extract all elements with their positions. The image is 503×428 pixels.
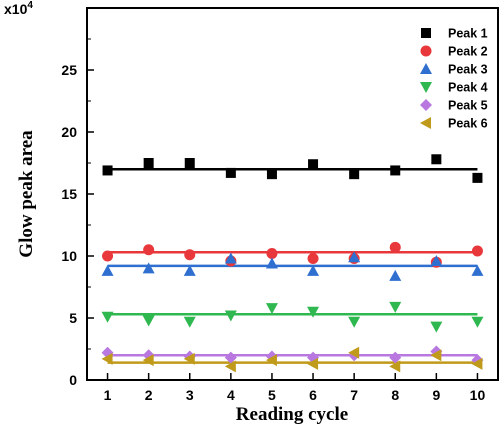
fit-lines xyxy=(107,167,478,364)
x-tick-label: 1 xyxy=(104,387,112,403)
x-axis: 1 2 3 4 5 6 7 8 9 10 xyxy=(104,373,486,403)
data-point xyxy=(224,252,237,264)
y-axis-title: Glow peak area xyxy=(16,130,37,258)
x-tick-label: 6 xyxy=(309,387,317,403)
data-point xyxy=(348,346,360,359)
y-tick-label: 25 xyxy=(61,62,77,78)
legend-label: Peak 6 xyxy=(448,117,488,131)
y-tick-label: 0 xyxy=(69,372,77,388)
data-point xyxy=(101,352,113,365)
data-point xyxy=(101,264,114,276)
data-point xyxy=(225,167,236,178)
data-point xyxy=(472,172,483,183)
data-point xyxy=(183,352,195,365)
data-point xyxy=(143,158,154,168)
y-tick-label: 5 xyxy=(69,310,77,326)
data-point xyxy=(265,354,277,367)
x-tick-label: 2 xyxy=(145,387,153,403)
data-point xyxy=(471,264,484,276)
data-point xyxy=(143,244,155,256)
data-point xyxy=(390,165,401,176)
x-tick-label: 4 xyxy=(227,387,235,403)
data-point xyxy=(471,245,483,257)
data-point xyxy=(389,241,401,253)
data-point xyxy=(389,360,401,373)
data-point xyxy=(389,269,402,281)
y-axis: 0 5 10 15 20 25 xyxy=(61,38,94,388)
data-point xyxy=(184,249,196,261)
x-tick-label: 7 xyxy=(350,387,358,403)
data-point xyxy=(224,360,236,373)
legend-marker xyxy=(420,45,432,57)
data-point xyxy=(430,349,442,362)
data-point xyxy=(265,257,278,269)
data-point xyxy=(471,357,483,370)
y-tick-label: 10 xyxy=(61,248,77,264)
data-point xyxy=(224,310,237,322)
legend-label: Peak 3 xyxy=(448,63,488,77)
data-point xyxy=(389,301,402,313)
data-point xyxy=(471,316,484,328)
x-tick-label: 3 xyxy=(186,387,194,403)
data-point xyxy=(142,315,155,327)
data-point xyxy=(142,262,155,274)
data-point xyxy=(348,316,361,328)
x-axis-title: Reading cycle xyxy=(236,404,348,425)
data-point xyxy=(348,251,361,263)
legend-marker xyxy=(420,99,432,111)
legend-marker xyxy=(420,82,432,93)
data-point xyxy=(307,357,319,370)
legend: Peak 1 Peak 2 Peak 3 Peak 4 Peak 5 Peak 6 xyxy=(420,27,488,131)
data-point xyxy=(431,154,442,165)
legend-label: Peak 4 xyxy=(448,81,488,95)
legend-label: Peak 5 xyxy=(448,99,488,113)
x-tick-label: 8 xyxy=(391,387,399,403)
data-point xyxy=(266,169,277,180)
legend-label: Peak 2 xyxy=(448,45,488,59)
data-point xyxy=(389,351,402,364)
data-point xyxy=(430,321,443,333)
data-point xyxy=(265,303,278,315)
data-point xyxy=(307,306,320,318)
legend-label: Peak 1 xyxy=(448,27,488,41)
x-tick-label: 10 xyxy=(470,387,486,403)
y-tick-label: 20 xyxy=(61,124,77,140)
y-multiplier: x104 xyxy=(4,0,33,17)
x-tick-label: 5 xyxy=(268,387,276,403)
y-multiplier-base: x10 xyxy=(4,1,28,17)
data-point xyxy=(349,169,360,180)
data-point xyxy=(308,159,319,170)
x-tick-label: 9 xyxy=(432,387,440,403)
data-markers xyxy=(101,154,484,373)
legend-marker xyxy=(421,28,431,38)
data-point xyxy=(142,354,154,367)
data-point xyxy=(102,250,114,262)
data-point xyxy=(184,158,195,168)
y-multiplier-exponent: 4 xyxy=(27,0,33,11)
data-point xyxy=(224,351,237,364)
legend-marker xyxy=(420,63,432,74)
legend-marker xyxy=(420,117,431,129)
data-point xyxy=(307,252,319,264)
data-point xyxy=(430,254,443,266)
data-point xyxy=(101,311,114,323)
data-point xyxy=(183,264,196,276)
data-point xyxy=(183,316,196,328)
y-tick-label: 15 xyxy=(61,186,77,202)
data-point xyxy=(307,264,320,276)
data-point xyxy=(266,248,278,260)
data-point xyxy=(102,165,113,176)
